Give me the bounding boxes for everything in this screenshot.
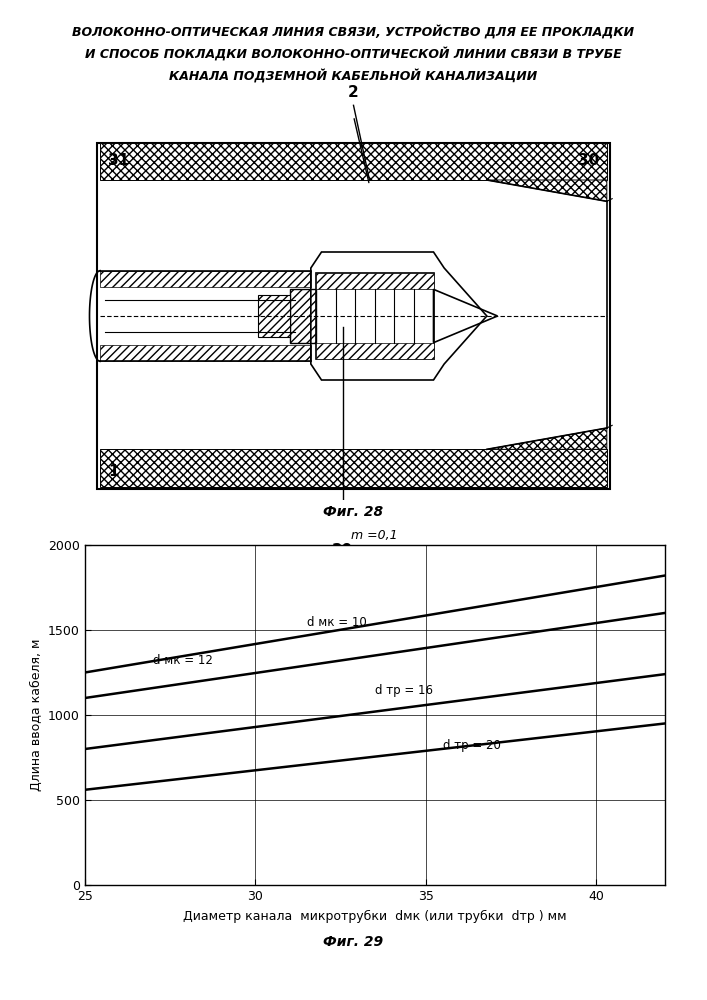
Text: ВОЛОКОННО-ОПТИЧЕСКАЯ ЛИНИЯ СВЯЗИ, УСТРОЙСТВО ДЛЯ ЕЕ ПРОКЛАДКИ: ВОЛОКОННО-ОПТИЧЕСКАЯ ЛИНИЯ СВЯЗИ, УСТРОЙ… [72, 25, 635, 39]
X-axis label: Диаметр канала  микротрубки  dмк (или трубки  dтр ) мм: Диаметр канала микротрубки dмк (или труб… [183, 910, 566, 923]
Text: d тр = 16: d тр = 16 [375, 684, 433, 697]
Text: d тр = 20: d тр = 20 [443, 739, 501, 752]
Text: 29: 29 [332, 543, 354, 558]
Text: 31: 31 [108, 153, 129, 168]
Text: Фиг. 29: Фиг. 29 [323, 935, 384, 949]
Bar [257, 295, 289, 337]
Text: d мк = 10: d мк = 10 [307, 616, 366, 629]
Bar [316, 273, 433, 359]
Text: КАНАЛА ПОДЗЕМНОЙ КАБЕЛЬНОЙ КАНАЛИЗАЦИИ: КАНАЛА ПОДЗЕМНОЙ КАБЕЛЬНОЙ КАНАЛИЗАЦИИ [170, 69, 537, 83]
Bar [98, 143, 609, 489]
Text: d мк = 12: d мк = 12 [153, 654, 213, 667]
Bar [289, 289, 316, 343]
Bar [100, 143, 607, 180]
Text: 1: 1 [108, 464, 119, 479]
Title: m =0,1: m =0,1 [351, 529, 398, 542]
Bar [100, 345, 311, 361]
Polygon shape [487, 180, 607, 201]
Text: 30: 30 [578, 153, 599, 168]
Text: 2: 2 [348, 85, 359, 100]
Bar [100, 271, 311, 287]
Bar [316, 343, 433, 359]
Text: И СПОСОБ ПОКЛАДКИ ВОЛОКОННО-ОПТИЧЕСКОЙ ЛИНИИ СВЯЗИ В ТРУБЕ: И СПОСОБ ПОКЛАДКИ ВОЛОКОННО-ОПТИЧЕСКОЙ Л… [85, 47, 622, 61]
Polygon shape [487, 428, 607, 449]
Bar [100, 449, 607, 487]
Text: Фиг. 28: Фиг. 28 [323, 505, 384, 519]
Bar [316, 273, 433, 289]
Y-axis label: Длина ввода кабеля, м: Длина ввода кабеля, м [30, 639, 42, 791]
